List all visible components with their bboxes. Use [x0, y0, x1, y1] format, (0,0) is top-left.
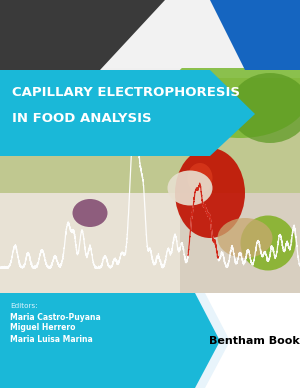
Bar [0, 78, 300, 293]
Text: Maria Luisa Marina: Maria Luisa Marina [10, 334, 93, 343]
Bar [0, 0, 300, 68]
Ellipse shape [167, 170, 212, 206]
Polygon shape [0, 293, 220, 388]
Ellipse shape [90, 88, 190, 148]
Polygon shape [0, 0, 165, 70]
Polygon shape [0, 70, 255, 156]
Text: IN FOOD ANALYSIS: IN FOOD ANALYSIS [12, 111, 152, 125]
Text: CAPILLARY ELECTROPHORESIS: CAPILLARY ELECTROPHORESIS [12, 87, 240, 99]
Ellipse shape [188, 163, 212, 193]
Polygon shape [210, 0, 300, 70]
Ellipse shape [73, 199, 107, 227]
Ellipse shape [41, 114, 59, 132]
Bar [0, 293, 300, 388]
Ellipse shape [170, 48, 300, 138]
Text: Bentham Books: Bentham Books [209, 336, 300, 346]
Bar [0, 193, 180, 293]
Bar [0, 78, 300, 193]
Ellipse shape [218, 218, 272, 258]
Text: Maria Castro-Puyana: Maria Castro-Puyana [10, 312, 101, 322]
Text: Editors:: Editors: [10, 303, 38, 309]
Ellipse shape [241, 215, 296, 270]
Polygon shape [205, 293, 300, 388]
Ellipse shape [230, 73, 300, 143]
Ellipse shape [175, 148, 245, 238]
Text: Miguel Herrero: Miguel Herrero [10, 324, 76, 333]
